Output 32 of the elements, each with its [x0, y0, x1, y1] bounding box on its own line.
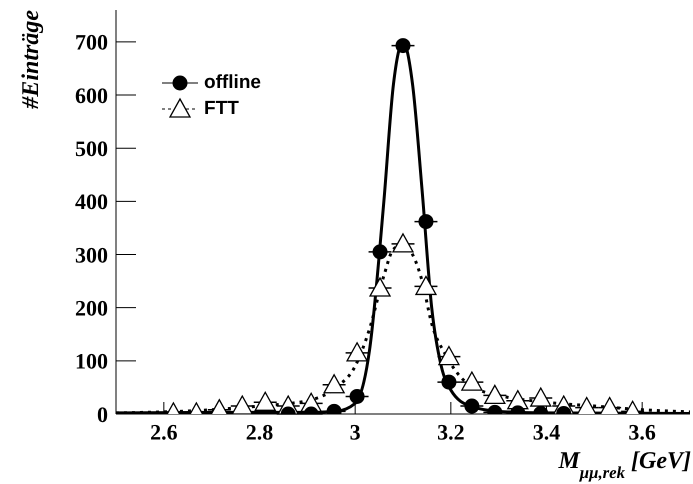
y-tick-label: 200	[75, 295, 108, 320]
x-tick-label: 3.6	[628, 420, 656, 445]
point	[346, 342, 368, 362]
x-tick-label: 2.8	[246, 420, 274, 445]
x-tick-label: 3.2	[437, 420, 465, 445]
point	[369, 277, 391, 297]
point	[441, 374, 456, 390]
y-axis-title: #Einträge	[18, 10, 44, 110]
point	[438, 346, 460, 366]
point	[232, 395, 253, 414]
legend-label: FTT	[204, 98, 239, 120]
y-tick-label: 700	[75, 30, 108, 55]
y-tick-label: 0	[97, 402, 108, 427]
x-axis-title: M$_{μμ,rek}$ [GeV]	[557, 448, 691, 482]
point	[415, 276, 437, 296]
x-tick-label: 2.6	[150, 420, 178, 445]
y-tick-label: 300	[75, 242, 108, 268]
legend-label: offline	[204, 72, 261, 94]
y-tick-label: 400	[75, 189, 108, 214]
point	[484, 384, 506, 404]
x-tick-label: 3.4	[532, 420, 560, 445]
y-tick-label: 100	[75, 348, 108, 374]
y-tick-label: 500	[75, 136, 108, 162]
point	[372, 244, 388, 260]
x-tick-label: 3	[350, 420, 361, 445]
y-tick-label: 600	[75, 82, 108, 108]
point	[254, 392, 276, 411]
point	[350, 388, 365, 404]
point	[418, 214, 434, 230]
point	[392, 233, 414, 253]
point	[396, 38, 410, 54]
point	[323, 374, 345, 394]
